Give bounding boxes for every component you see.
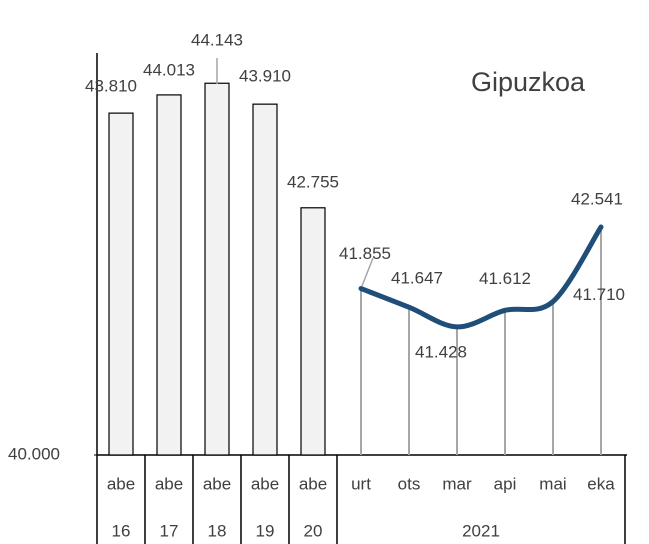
x-tick-label: mar — [442, 474, 472, 493]
x-tick-label: api — [494, 474, 517, 493]
data-label: 43.910 — [239, 67, 291, 86]
data-label: 41.855 — [339, 244, 391, 263]
data-label: 41.612 — [479, 269, 531, 288]
line — [358, 224, 604, 330]
data-label: 44.013 — [143, 60, 195, 79]
chart-title: Gipuzkoa — [471, 67, 586, 97]
data-label: 41.710 — [573, 285, 625, 304]
x-tick-label: mai — [539, 474, 566, 493]
data-label: 42.541 — [571, 189, 623, 208]
x-tick-label: abe — [107, 474, 135, 493]
data-label: 41.428 — [415, 342, 467, 361]
x-tick-label: abe — [203, 474, 231, 493]
x-tick-label: eka — [587, 474, 615, 493]
group-label: 19 — [256, 521, 275, 540]
bar — [108, 112, 134, 456]
data-label: 43.810 — [85, 77, 137, 96]
data-label: 42.755 — [287, 172, 339, 191]
x-tick-label: abe — [155, 474, 183, 493]
group-label: 20 — [304, 521, 323, 540]
bar — [252, 103, 278, 456]
y-tick-label: 40.000 — [8, 444, 60, 463]
group-label: 18 — [208, 521, 227, 540]
x-tick-label: ots — [398, 474, 421, 493]
data-label: 41.647 — [391, 269, 443, 288]
label-leader — [361, 257, 374, 287]
x-tick-label: urt — [351, 474, 371, 493]
group-label: 2021 — [462, 521, 500, 540]
bar — [300, 207, 326, 456]
group-label: 17 — [160, 521, 179, 540]
data-label: 44.143 — [191, 31, 243, 50]
x-tick-label: abe — [299, 474, 327, 493]
bar — [204, 82, 230, 456]
x-tick-label: abe — [251, 474, 279, 493]
group-label: 16 — [112, 521, 131, 540]
bar — [156, 94, 182, 456]
